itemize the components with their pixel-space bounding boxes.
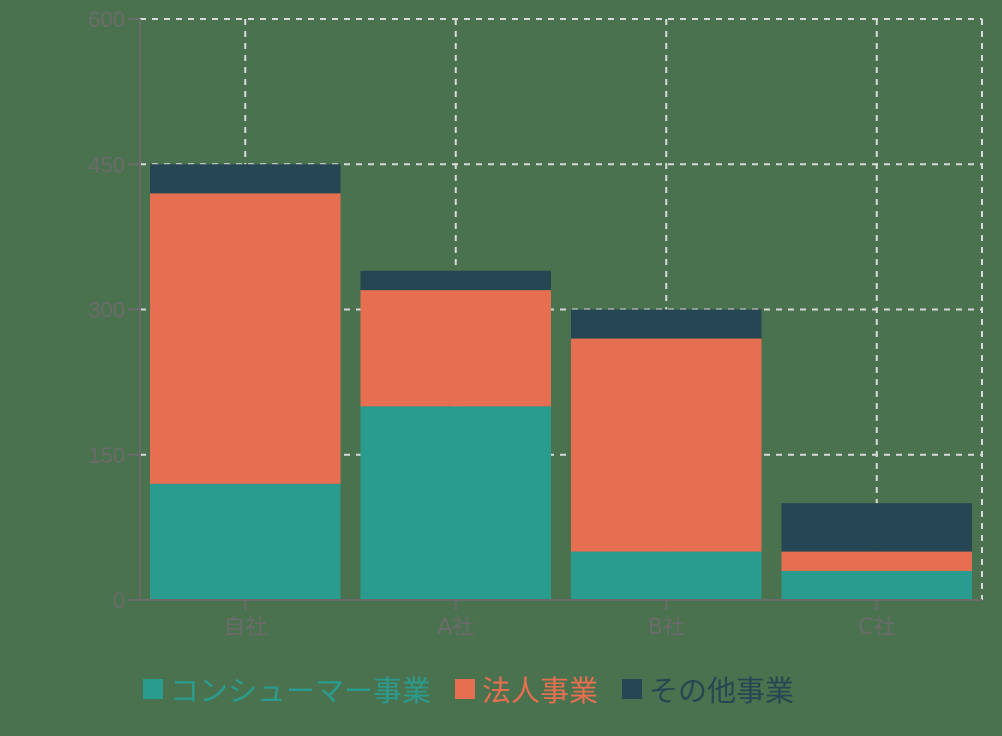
- x-tick-label: B社: [648, 615, 685, 640]
- bar-segment[interactable]: [360, 270, 552, 291]
- bar-segment[interactable]: [781, 551, 973, 571]
- legend-swatch-corporate: [455, 679, 476, 699]
- y-tick-label: 0: [113, 588, 125, 613]
- legend-label-corporate: 法人事業: [482, 674, 599, 708]
- bar-segment[interactable]: [149, 483, 341, 600]
- x-tick-label: C社: [858, 615, 895, 640]
- bar-segment[interactable]: [570, 309, 762, 339]
- bar-segment[interactable]: [360, 406, 552, 600]
- bar-segment[interactable]: [149, 164, 341, 194]
- bar-segment[interactable]: [781, 570, 973, 600]
- legend: コンシューマー事業 法人事業 その他事業: [143, 668, 818, 710]
- bar-segment[interactable]: [781, 503, 973, 552]
- y-tick-label: 450: [88, 152, 125, 177]
- bar-segment[interactable]: [149, 193, 341, 484]
- legend-item-corporate[interactable]: 法人事業: [455, 668, 598, 710]
- legend-item-consumer[interactable]: コンシューマー事業: [143, 668, 431, 710]
- legend-swatch-other: [622, 679, 643, 699]
- bar-segment[interactable]: [570, 338, 762, 552]
- bar-segment[interactable]: [570, 551, 762, 600]
- bar-segment[interactable]: [360, 290, 552, 407]
- x-tick-label: A社: [437, 615, 474, 640]
- x-tick-label: 自社: [223, 615, 267, 640]
- legend-item-other[interactable]: その他事業: [622, 668, 794, 710]
- stacked-bar-chart: 0 150 300 450 600 自社 A社 B社 C社: [88, 7, 983, 640]
- legend-label-consumer: コンシューマー事業: [170, 674, 432, 708]
- legend-swatch-consumer: [143, 679, 163, 699]
- y-tick-label: 150: [88, 443, 125, 468]
- legend-label-other: その他事業: [649, 674, 795, 708]
- y-tick-label: 600: [88, 7, 125, 32]
- y-tick-label: 300: [88, 298, 125, 323]
